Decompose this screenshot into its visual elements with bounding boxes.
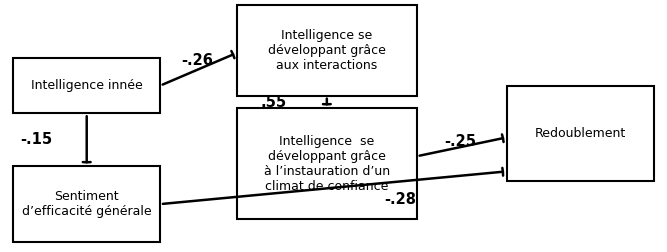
Text: Intelligence  se
développant grâce
à l’instauration d’un
climat de confiance: Intelligence se développant grâce à l’in… <box>263 135 390 193</box>
FancyBboxPatch shape <box>13 166 160 242</box>
Text: -.26: -.26 <box>181 53 213 68</box>
Text: Intelligence innée: Intelligence innée <box>31 79 143 92</box>
Text: Sentiment
d’efficacité générale: Sentiment d’efficacité générale <box>22 190 151 218</box>
Text: -.25: -.25 <box>444 134 476 149</box>
FancyBboxPatch shape <box>237 5 417 96</box>
Text: .55: .55 <box>260 94 287 110</box>
FancyBboxPatch shape <box>13 58 160 113</box>
Text: -.28: -.28 <box>384 192 416 207</box>
FancyBboxPatch shape <box>237 108 417 219</box>
Text: Intelligence se
développant grâce
aux interactions: Intelligence se développant grâce aux in… <box>268 29 386 72</box>
Text: -.15: -.15 <box>21 132 53 147</box>
Text: Redoublement: Redoublement <box>535 127 626 140</box>
FancyBboxPatch shape <box>507 86 654 181</box>
